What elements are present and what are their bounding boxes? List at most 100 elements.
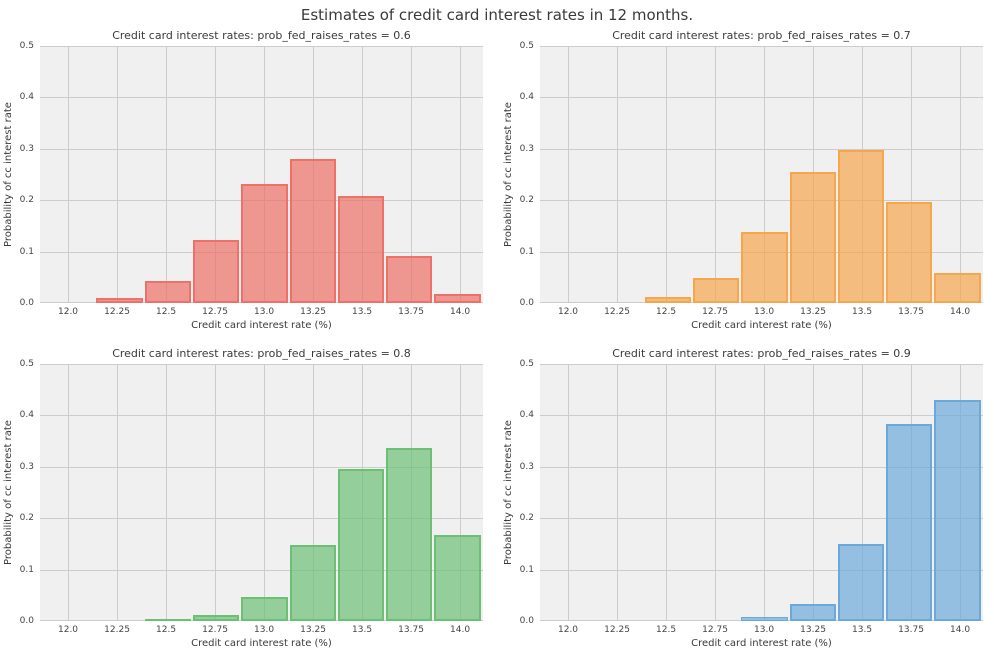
x-tick-label: 12.25	[604, 307, 630, 317]
grid-line-horizontal	[540, 364, 983, 365]
y-tick-label: 0.1	[519, 564, 534, 575]
y-tick-labels: 0.0 0.1 0.2 0.3 0.4 0.5	[0, 359, 34, 626]
x-tick-label: 13.5	[352, 307, 373, 317]
x-tick-label: 13.25	[300, 307, 326, 317]
histogram-bar	[434, 294, 481, 303]
histogram-bar	[837, 150, 885, 303]
histogram-bar	[337, 469, 385, 621]
grid-line-vertical	[960, 46, 962, 303]
y-tick-label: 0.3	[519, 461, 534, 472]
x-tick-label: 12.75	[702, 307, 728, 317]
grid-line-vertical	[166, 46, 168, 303]
y-tick-label: 0.0	[19, 298, 34, 308]
y-tick-label: 0.2	[19, 195, 34, 206]
histogram-bar	[741, 616, 788, 621]
y-tick-labels: 0.0 0.1 0.2 0.3 0.4 0.5	[500, 41, 534, 308]
grid-line-vertical	[911, 46, 913, 303]
grid-line-vertical	[264, 364, 266, 621]
subplot-title: Credit card interest rates: prob_fed_rai…	[112, 29, 411, 42]
grid-line-vertical	[764, 46, 766, 303]
grid-line-horizontal	[40, 46, 483, 47]
grid-line-horizontal	[40, 148, 483, 150]
y-tick-label: 0.2	[519, 513, 534, 524]
x-axis-label: Credit card interest rate (%)	[191, 320, 332, 331]
grid-line-vertical	[862, 364, 864, 621]
y-tick-label: 0.3	[19, 461, 34, 472]
histogram-bar	[96, 297, 143, 303]
grid-line-vertical	[460, 46, 462, 303]
x-axis-label: Credit card interest rate (%)	[691, 638, 832, 649]
plot-area	[40, 364, 483, 621]
x-axis-label: Credit card interest rate (%)	[191, 638, 332, 649]
grid-line-vertical	[362, 46, 364, 303]
subplot-title: Credit card interest rates: prob_fed_rai…	[612, 29, 911, 42]
x-tick-label: 13.75	[898, 625, 924, 635]
y-tick-label: 0.4	[19, 410, 34, 421]
grid-line-vertical	[666, 364, 668, 621]
histogram-bar	[193, 615, 240, 621]
grid-line-vertical	[617, 46, 619, 303]
histogram-bar	[693, 277, 740, 303]
x-tick-label: 13.25	[800, 307, 826, 317]
histogram-bar	[241, 596, 288, 621]
y-tick-label: 0.4	[19, 92, 34, 103]
x-tick-label: 12.25	[104, 625, 130, 635]
grid-line-vertical	[568, 46, 570, 303]
x-tick-label: 13.75	[398, 307, 424, 317]
grid-line-vertical	[715, 364, 717, 621]
y-tick-label: 0.0	[519, 616, 534, 626]
x-tick-label: 12.0	[557, 625, 579, 635]
x-tick-label: 13.0	[754, 625, 775, 635]
histogram-bar	[386, 447, 433, 621]
grid-line-vertical	[264, 46, 266, 303]
x-tick-label: 12.75	[202, 625, 228, 635]
histogram-bar	[886, 423, 933, 621]
grid-line-vertical	[68, 364, 70, 621]
histogram-bar	[144, 618, 192, 621]
grid-line-horizontal	[40, 364, 483, 365]
grid-line-horizontal	[540, 97, 983, 99]
histogram-bar	[241, 183, 288, 303]
grid-line-horizontal	[540, 518, 983, 520]
x-axis-label: Credit card interest rate (%)	[691, 320, 832, 331]
y-tick-labels: 0.0 0.1 0.2 0.3 0.4 0.5	[500, 359, 534, 626]
grid-line-vertical	[813, 364, 815, 621]
x-tick-label: 12.25	[604, 625, 630, 635]
subplot-prob-0-8: Credit card interest rates: prob_fed_rai…	[0, 318, 497, 649]
grid-line-vertical	[68, 46, 70, 303]
x-tick-label: 12.5	[156, 307, 177, 317]
y-tick-label: 0.4	[519, 410, 534, 421]
histogram-bar	[886, 201, 933, 303]
histogram-bar	[789, 603, 836, 621]
histogram-bar	[741, 232, 788, 303]
x-tick-label: 13.0	[254, 307, 275, 317]
x-tick-label: 13.0	[254, 625, 275, 635]
y-tick-label: 0.2	[19, 513, 34, 524]
y-tick-label: 0.5	[519, 41, 534, 51]
grid-line-vertical	[666, 46, 668, 303]
histogram-bar	[934, 273, 981, 303]
x-tick-label: 14.0	[450, 307, 471, 317]
y-tick-labels: 0.0 0.1 0.2 0.3 0.4 0.5	[0, 41, 34, 308]
x-tick-label: 12.0	[57, 307, 79, 317]
histogram-bar	[144, 280, 192, 303]
x-tick-label: 12.25	[104, 307, 130, 317]
y-tick-label: 0.0	[19, 616, 34, 626]
x-tick-label: 12.5	[156, 625, 177, 635]
y-tick-label: 0.1	[19, 246, 34, 257]
x-tick-label: 13.25	[300, 625, 326, 635]
grid-line-vertical	[764, 364, 766, 621]
grid-line-horizontal	[540, 46, 983, 47]
histogram-bar	[644, 296, 692, 303]
grid-line-horizontal	[40, 466, 483, 468]
grid-line-vertical	[617, 364, 619, 621]
x-tick-label: 13.75	[398, 625, 424, 635]
subplot-prob-0-9: Credit card interest rates: prob_fed_rai…	[500, 318, 994, 649]
subplot-title: Credit card interest rates: prob_fed_rai…	[112, 347, 411, 360]
grid-line-vertical	[313, 364, 315, 621]
grid-line-horizontal	[40, 415, 483, 417]
grid-line-vertical	[215, 46, 217, 303]
grid-line-vertical	[715, 46, 717, 303]
x-tick-label: 14.0	[950, 307, 971, 317]
figure-title: Estimates of credit card interest rates …	[300, 6, 694, 24]
